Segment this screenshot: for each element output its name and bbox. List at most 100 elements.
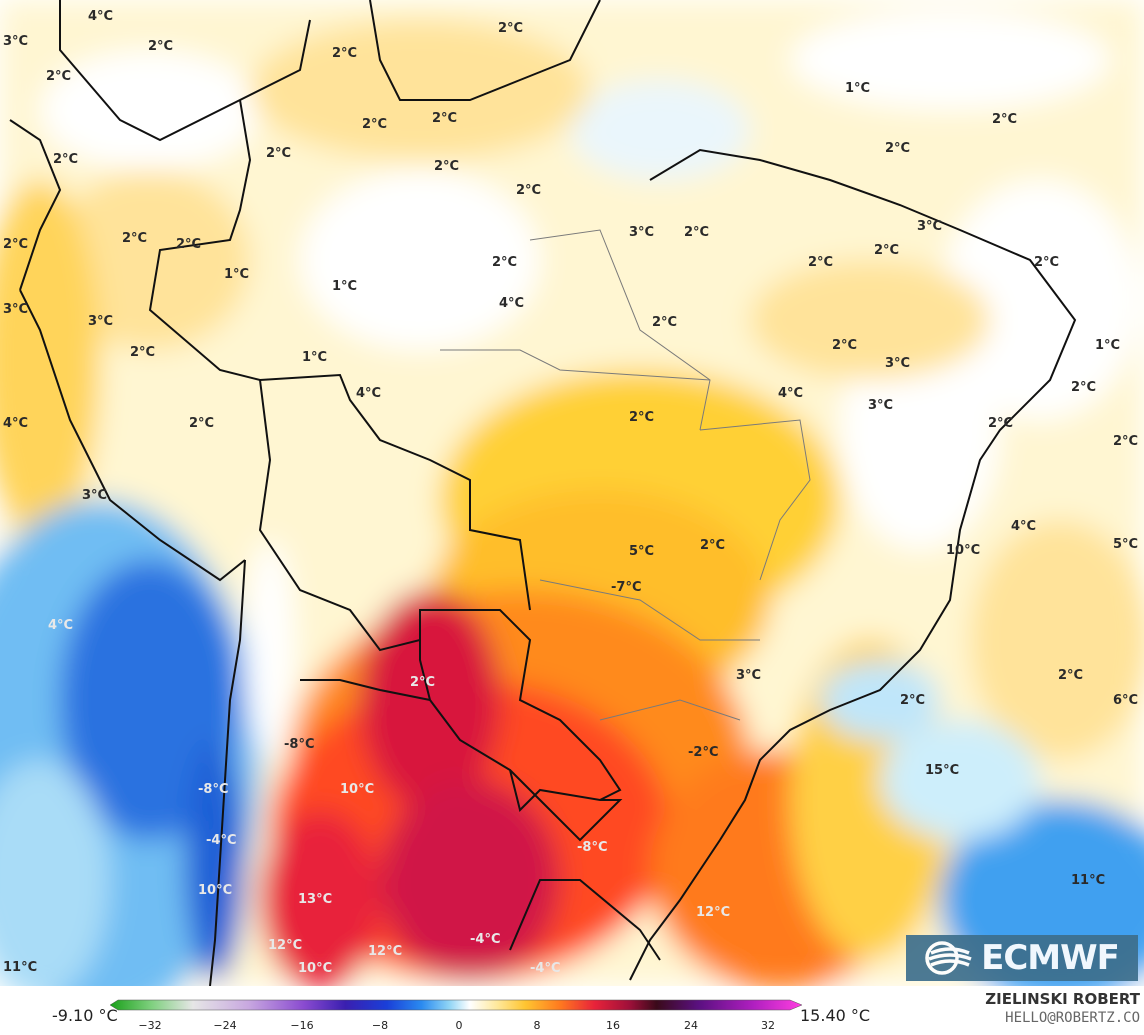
temp-label: 2°C (492, 255, 517, 270)
border-argentina-east (509, 769, 623, 842)
warm-atlantic-south (970, 520, 1144, 760)
cool-ocean-west-edge (0, 760, 110, 986)
temp-label: 10°C (198, 883, 232, 898)
state-borders (440, 229, 811, 721)
state-border-4 (539, 579, 760, 641)
temp-label: 6°C (1113, 693, 1138, 708)
temp-label: 2°C (46, 69, 71, 84)
temp-label: 2°C (874, 243, 899, 258)
coastline-brazil (629, 148, 1077, 981)
temp-label: -8°C (577, 840, 607, 855)
colorbar-tick: −32 (138, 1019, 161, 1032)
temp-label: -4°C (470, 932, 500, 947)
temp-label: 2°C (176, 237, 201, 252)
cool-patch-northeast (570, 80, 750, 180)
temp-label: 2°C (652, 315, 677, 330)
temp-label: 3°C (3, 302, 28, 317)
warm-band-north (250, 20, 590, 160)
temp-label: 4°C (88, 9, 113, 24)
temp-label: 2°C (332, 46, 357, 61)
temp-label: 5°C (629, 544, 654, 559)
colorbar-tick: 32 (761, 1019, 775, 1032)
temp-label: 11°C (1071, 873, 1105, 888)
colorbar-max-label: 15.40 °C (800, 1006, 871, 1025)
temp-label: 3°C (88, 314, 113, 329)
state-border-1 (529, 229, 711, 431)
state-border-2 (440, 349, 711, 381)
temp-label: 2°C (700, 538, 725, 553)
border-argentina-chile-south (300, 679, 431, 701)
temp-label: 1°C (1095, 338, 1120, 353)
colorbar-tick: −16 (290, 1019, 313, 1032)
colorbar-ticks: −32 −24 −16 −8 0 8 16 24 32 (138, 1019, 775, 1032)
temp-label: 2°C (148, 39, 173, 54)
ecmwf-logo-icon (925, 941, 972, 975)
temp-label: 4°C (778, 386, 803, 401)
temp-label: 12°C (268, 938, 302, 953)
temp-label: 2°C (1034, 255, 1059, 270)
temperature-field (0, 0, 1144, 986)
cool-coast-southeast (820, 660, 940, 740)
temp-label: 10°C (946, 543, 980, 558)
colorbar: −32 −24 −16 −8 0 8 16 24 32 (110, 999, 803, 1032)
temp-label: 2°C (1071, 380, 1096, 395)
country-borders (9, 0, 1077, 986)
ecmwf-logo: ECMWF (906, 935, 1138, 981)
state-border-5 (599, 699, 741, 721)
temp-label: 2°C (189, 416, 214, 431)
border-bolivia (258, 379, 421, 652)
temp-label: 4°C (499, 296, 524, 311)
temp-label: 4°C (3, 416, 28, 431)
temp-label: -8°C (284, 737, 314, 752)
white-patch-amazon (300, 170, 540, 350)
temperature-anomaly-map: 4°C 3°C 2°C 2°C 2°C 2°C 1°C 2°C 2°C 2°C … (0, 0, 1144, 986)
credit-name: ZIELINSKI ROBERT (985, 990, 1140, 1008)
temperature-labels: 4°C 3°C 2°C 2°C 2°C 2°C 1°C 2°C 2°C 2°C … (3, 9, 1138, 976)
temp-label: 2°C (992, 112, 1017, 127)
temp-label: 2°C (1058, 668, 1083, 683)
border-uruguay (509, 879, 661, 961)
colorbar-tick: 24 (684, 1019, 698, 1032)
temp-label: 1°C (845, 81, 870, 96)
colorbar-tick: −8 (372, 1019, 388, 1032)
temp-label: 13°C (298, 892, 332, 907)
temp-label: 2°C (3, 237, 28, 252)
red-core-3 (260, 810, 380, 986)
temp-label: 12°C (368, 944, 402, 959)
border-andes-chile (209, 559, 246, 986)
white-patch-atlantic-2 (940, 180, 1140, 420)
cold-ocean-deep-2 (185, 740, 245, 980)
temp-label: 15°C (925, 763, 959, 778)
temp-label: 2°C (410, 675, 435, 690)
ecmwf-logo-text: ECMWF (981, 938, 1120, 978)
temp-label: -7°C (611, 580, 641, 595)
warm-band-west (50, 170, 250, 350)
temp-label: -4°C (530, 961, 560, 976)
colorbar-tick: 0 (456, 1019, 463, 1032)
border-venezuela (59, 0, 311, 142)
temp-label: 4°C (48, 618, 73, 633)
andes-cool-strip (245, 540, 295, 760)
temp-label: 10°C (340, 782, 374, 797)
temp-label: 10°C (298, 961, 332, 976)
temp-label: 3°C (629, 225, 654, 240)
temp-label: 3°C (868, 398, 893, 413)
temp-label: -4°C (206, 833, 236, 848)
white-patch-atlantic (790, 10, 1110, 110)
colorbar-gradient (110, 999, 803, 1011)
temp-label: 2°C (885, 141, 910, 156)
warm-band-east (750, 260, 990, 380)
temp-label: 2°C (432, 111, 457, 126)
temp-label: 1°C (224, 267, 249, 282)
temp-label: 2°C (122, 231, 147, 246)
colorbar-tick: 8 (534, 1019, 541, 1032)
temp-label: 2°C (516, 183, 541, 198)
state-border-3 (699, 419, 811, 581)
temp-label: 3°C (736, 668, 761, 683)
colorbar-tick: −24 (213, 1019, 236, 1032)
temp-label: 3°C (917, 219, 942, 234)
temp-label: 2°C (900, 693, 925, 708)
temp-label: 4°C (1011, 519, 1036, 534)
red-core-2 (380, 780, 560, 980)
credit-email: HELLO@ROBERTZ.CO (1005, 1010, 1140, 1026)
